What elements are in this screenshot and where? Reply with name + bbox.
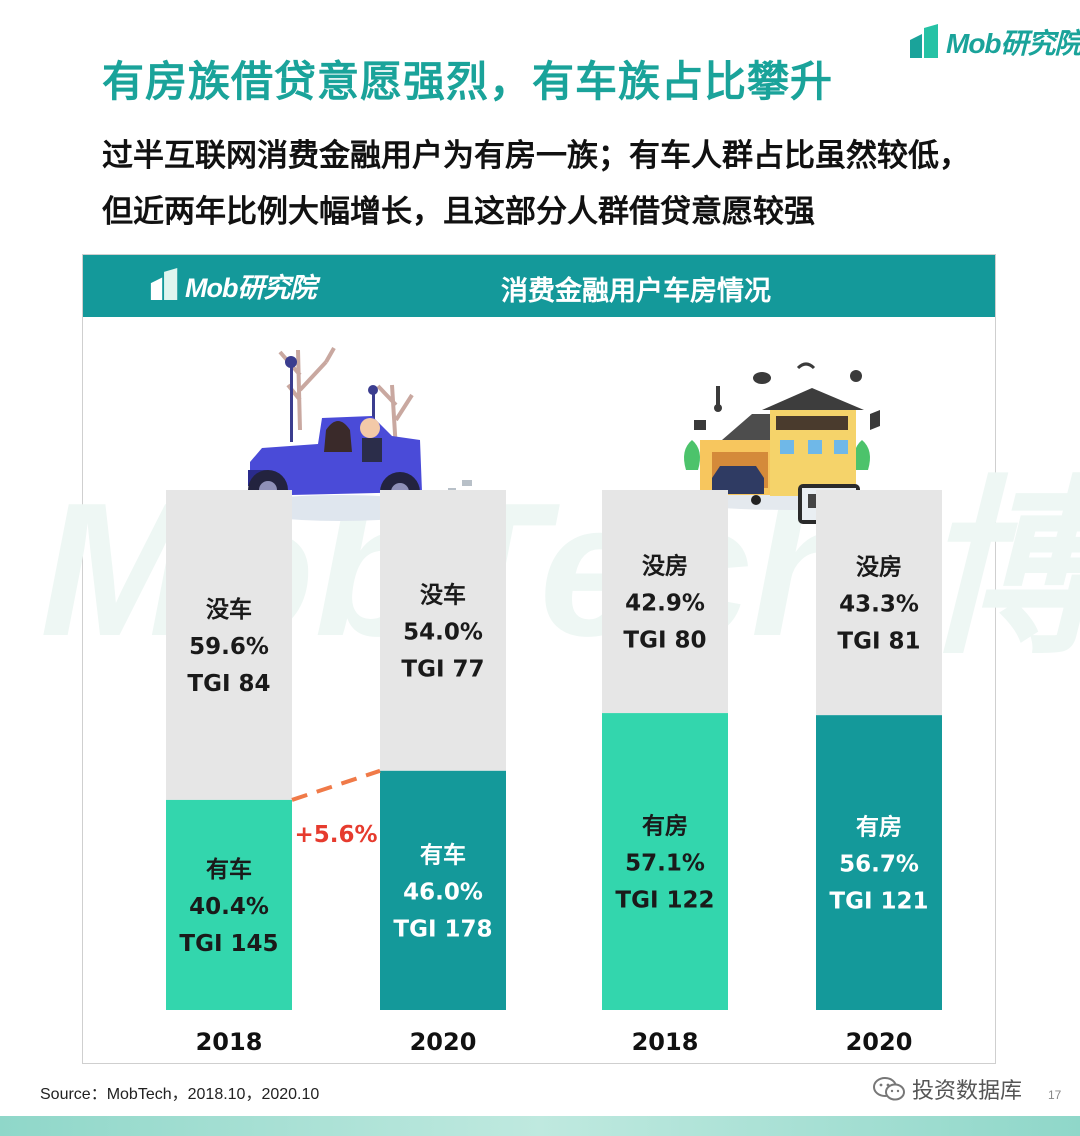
bar-bottom-tgi: TGI 178 xyxy=(393,916,492,942)
wechat-account-name: 投资数据库 xyxy=(912,1079,1023,1104)
x-tick-label: 2020 xyxy=(846,1028,913,1056)
bar-top-label: 没房 xyxy=(856,554,902,581)
brand-mark-icon xyxy=(150,268,178,301)
x-tick-label: 2018 xyxy=(632,1028,699,1056)
bar-top-percent: 54.0% xyxy=(403,619,483,645)
bar-top-label: 没车 xyxy=(206,596,252,623)
page-number: 17 xyxy=(1048,1088,1062,1102)
brand-logo: Mob研究院 xyxy=(908,22,1080,62)
bar-bottom-percent: 46.0% xyxy=(403,879,483,905)
bar-bottom-percent: 57.1% xyxy=(625,851,705,877)
brand-mark-icon xyxy=(910,24,938,58)
bar-bottom-label: 有车 xyxy=(420,841,466,868)
wechat-icon xyxy=(873,1077,905,1101)
bar-bottom-label: 有房 xyxy=(642,813,688,840)
bar-bottom-segment xyxy=(380,770,506,1010)
bar-top-tgi: TGI 80 xyxy=(623,628,706,654)
x-tick-label: 2018 xyxy=(196,1028,263,1056)
bar-bottom-tgi: TGI 121 xyxy=(829,889,928,915)
bar-top-tgi: TGI 84 xyxy=(187,671,270,697)
bar-bottom-segment xyxy=(816,715,942,1010)
page-title: 有房族借贷意愿强烈，有车族占比攀升 xyxy=(102,57,834,106)
bar-top-percent: 42.9% xyxy=(625,591,705,617)
bar-top-percent: 59.6% xyxy=(189,634,269,660)
bar-bottom-percent: 56.7% xyxy=(839,852,919,878)
growth-annotation: +5.6% xyxy=(294,822,377,848)
bar-top-label: 没房 xyxy=(642,553,688,580)
bar-bottom-tgi: TGI 122 xyxy=(615,888,714,914)
panel-brand-text: Mob研究院 xyxy=(185,272,316,303)
growth-connector-line xyxy=(291,768,381,802)
bar-bottom-label: 有车 xyxy=(206,856,252,883)
bar-top-tgi: TGI 81 xyxy=(837,629,920,655)
bar-top-tgi: TGI 77 xyxy=(401,656,484,682)
bar-bottom-segment xyxy=(166,799,292,1010)
bar-top-segment xyxy=(602,490,728,714)
page-subtitle: 过半互联网消费金融用户为有房一族；有车人群占比虽然较低，但近两年比例大幅增长，且… xyxy=(102,138,970,230)
bar-top-label: 没车 xyxy=(420,581,466,608)
bar-bottom-tgi: TGI 145 xyxy=(179,931,278,957)
bar-bottom-segment xyxy=(602,713,728,1010)
panel-header: Mob研究院 消费金融用户车房情况 xyxy=(83,255,995,317)
bar-bottom-label: 有房 xyxy=(856,814,902,841)
panel-title: 消费金融用户车房情况 xyxy=(501,276,771,307)
bar-bottom-percent: 40.4% xyxy=(189,894,269,920)
wechat-account: 投资数据库 xyxy=(872,1074,1022,1104)
panel-brand-logo: Mob研究院 xyxy=(149,265,316,305)
bars-layer: 没车 59.6% TGI 84 有车 40.4% TGI 145 2018 没车 54.0% TG… xyxy=(166,490,942,1056)
bar-top-segment xyxy=(816,490,942,716)
bottom-band xyxy=(0,1116,1080,1136)
source-note: Source：MobTech，2018.10，2020.10 xyxy=(40,1086,320,1103)
x-tick-label: 2020 xyxy=(410,1028,477,1056)
bar-top-segment xyxy=(166,490,292,800)
bar-top-segment xyxy=(380,490,506,771)
bar-top-percent: 43.3% xyxy=(839,592,919,618)
brand-text: Mob研究院 xyxy=(946,28,1080,59)
